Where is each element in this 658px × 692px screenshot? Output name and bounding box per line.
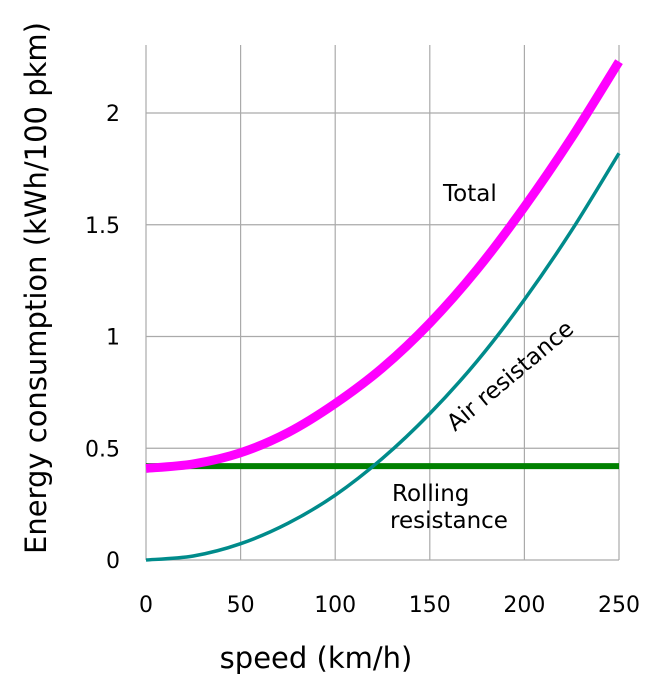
- x-tick-label: 100: [314, 593, 356, 618]
- x-tick-label: 200: [503, 593, 545, 618]
- series-lines: [145, 59, 623, 562]
- x-axis-label: speed (km/h): [220, 641, 413, 675]
- y-tick-label: 1.5: [85, 214, 120, 239]
- rolling-resistance-label-line2: resistance: [390, 508, 508, 534]
- y-tick-label: 0: [106, 549, 120, 574]
- y-tick-label: 0.5: [85, 437, 120, 462]
- x-tick-label: 250: [598, 593, 640, 618]
- y-axis-label: Energy consumption (kWh/100 pkm): [19, 22, 53, 554]
- y-tick-label: 1: [106, 326, 120, 351]
- total-label: Total: [442, 181, 497, 207]
- air-resistance-line: [145, 152, 621, 562]
- grid: [145, 45, 620, 561]
- y-tick-label: 2: [106, 102, 120, 127]
- x-tick-label: 150: [409, 593, 451, 618]
- rolling-resistance-label-line1: Rolling: [392, 481, 469, 507]
- x-tick-label: 0: [139, 593, 153, 618]
- tick-labels: 0 50 100 150 200 250 0 0.5 1 1.5 2: [85, 102, 640, 618]
- total-line: [145, 59, 623, 473]
- x-tick-label: 50: [227, 593, 255, 618]
